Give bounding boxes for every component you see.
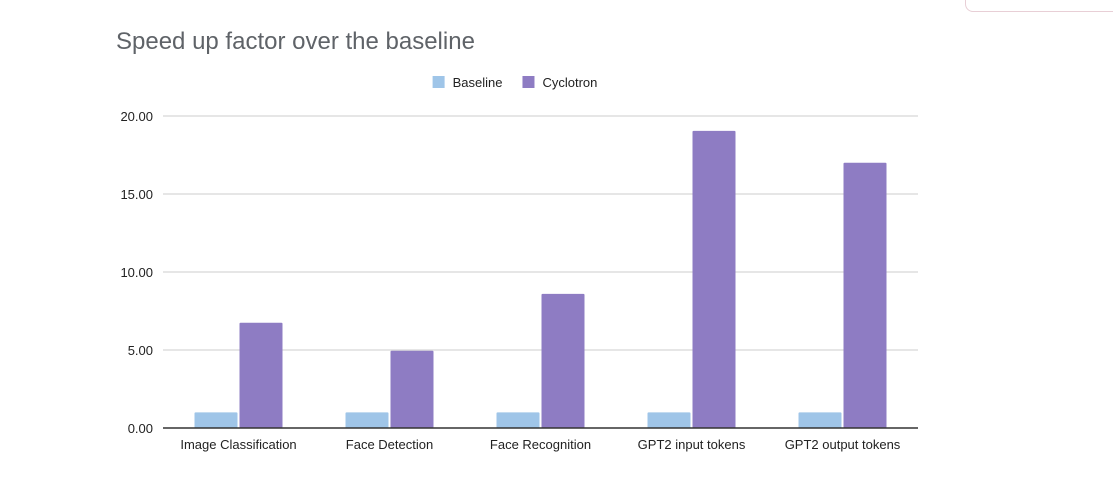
chart-title: Speed up factor over the baseline [116,28,475,55]
legend-label: Baseline [453,75,503,90]
bar-baseline-4 [798,412,842,428]
bar-cyclotron-2 [541,293,585,428]
x-tick-label: GPT2 output tokens [785,437,901,452]
bar-cyclotron-0 [239,322,283,428]
y-tick-label: 0.00 [128,421,153,436]
y-tick-label: 5.00 [128,343,153,358]
x-tick-label: Image Classification [180,437,296,452]
x-axis-ticks: Image Classification Face Detection Face R… [180,437,900,452]
y-tick-label: 10.00 [120,265,153,280]
top-right-card [965,0,1113,12]
bar-cyclotron-1 [390,350,434,428]
legend-swatch [432,76,445,88]
bar-cyclotron-4 [843,162,887,429]
legend-item-cyclotron: Cyclotron [522,75,597,90]
x-tick-label: GPT2 input tokens [638,437,746,452]
legend-swatch [522,76,535,88]
x-tick-label: Face Detection [346,437,433,452]
bar-cyclotron-3 [692,130,736,428]
legend-item-baseline: Baseline [432,75,503,90]
bar-baseline-1 [345,412,389,428]
legend-label: Cyclotron [542,75,597,90]
bars [194,130,887,429]
bar-baseline-3 [647,412,691,428]
gridlines [163,115,918,351]
bar-baseline-0 [194,412,238,428]
y-tick-label: 20.00 [120,109,153,124]
x-tick-label: Face Recognition [490,437,591,452]
legend: Baseline Cyclotron [432,75,597,90]
y-tick-label: 15.00 [120,187,153,202]
bar-baseline-2 [496,412,540,428]
y-axis-ticks: 0.00 5.00 10.00 15.00 20.00 [120,109,153,436]
